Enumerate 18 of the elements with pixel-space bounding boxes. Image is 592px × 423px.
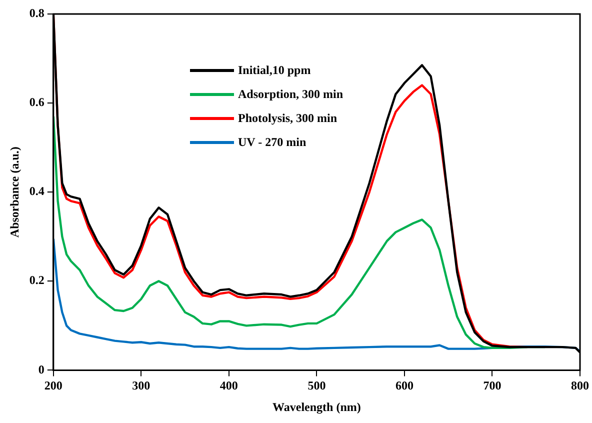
x-tick-label: 600 [395, 378, 414, 392]
y-tick-label: 0 [38, 362, 44, 376]
legend-label: Adsorption, 300 min [238, 86, 344, 102]
legend-label: Photolysis, 300 min [238, 110, 338, 126]
y-axis-title: Absorbance (a.u.) [7, 146, 22, 238]
x-axis-title: Wavelength (nm) [272, 400, 361, 414]
x-tick-label: 700 [483, 378, 502, 392]
y-tick-label: 0.8 [29, 6, 44, 20]
x-tick-label: 400 [220, 378, 238, 392]
y-tick-label: 0.2 [29, 273, 44, 288]
legend-label: Initial,10 ppm [238, 62, 311, 78]
x-tick-label: 300 [132, 378, 150, 392]
legend-label: UV - 270 min [238, 134, 306, 150]
x-tick-label: 800 [571, 378, 589, 392]
x-tick-label: 500 [308, 378, 326, 392]
y-tick-label: 0.4 [29, 184, 44, 198]
x-tick-label: 200 [44, 378, 62, 392]
y-tick-label: 0.6 [29, 95, 44, 110]
